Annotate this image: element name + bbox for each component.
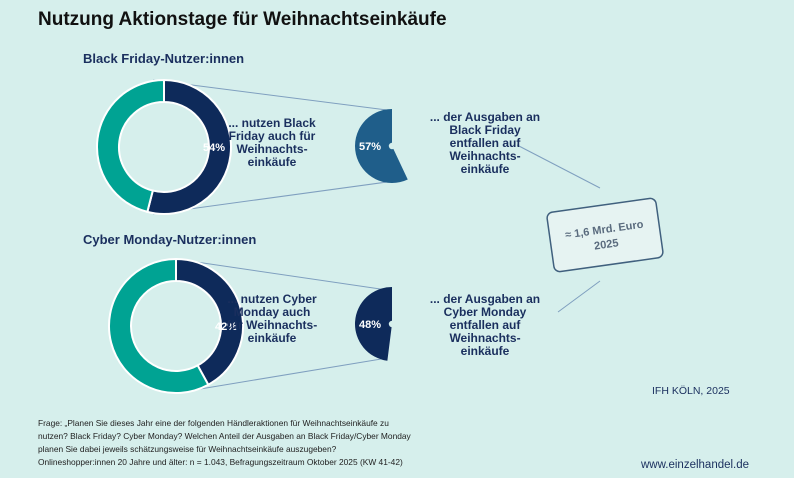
total-amount-text: 2025 (593, 237, 619, 252)
black-friday-heading: Black Friday-Nutzer:innen (83, 51, 245, 66)
footnote-line: nutzen? Black Friday? Cyber Monday? Welc… (38, 431, 411, 441)
share-pie-slice (354, 287, 392, 361)
donut-slice-other (96, 78, 165, 214)
donut-slice-other (108, 257, 210, 394)
source-label: IFH KÖLN, 2025 (652, 385, 730, 397)
donut-percentage-label: 42% (215, 321, 237, 333)
cyber-monday-share-text: ... der Ausgaben an Cyber Monday entfall… (429, 292, 541, 358)
black-friday-share-text: ... der Ausgaben an Black Friday entfall… (429, 110, 541, 176)
cyber-monday-heading: Cyber Monday-Nutzer:innen (83, 232, 257, 247)
share-pie-slice (355, 109, 408, 183)
connector-line (516, 144, 601, 189)
page-title: Nutzung Aktionstage für Weihnachtseinkäu… (38, 9, 447, 30)
share-percentage-label: 57% (359, 141, 381, 153)
donut-slice-user (146, 78, 232, 215)
connector-line (175, 258, 388, 291)
connector-line (175, 357, 388, 394)
total-box-frame (546, 197, 664, 273)
share-pie-notch (388, 320, 396, 328)
footnote-line: planen Sie dabei jeweils schätzungsweise… (38, 444, 337, 454)
cyber-monday-usage-text: ... nutzen Cyber Monday auch für Weihnac… (226, 292, 318, 345)
black-friday-usage-text: ... nutzen Black Friday auch für Weihnac… (228, 116, 316, 169)
footnote-line: Frage: „Planen Sie dieses Jahr eine der … (38, 418, 389, 428)
connector-line (152, 79, 388, 111)
footnote: Frage: „Planen Sie dieses Jahr eine der … (38, 417, 468, 469)
website-link[interactable]: www.einzelhandel.de (641, 459, 750, 471)
share-percentage-label: 48% (359, 319, 381, 331)
donut-percentage-label: 54% (203, 142, 225, 154)
footnote-line: Onlineshopper:innen 20 Jahre und älter: … (38, 457, 403, 467)
connector-line (557, 280, 601, 313)
share-pie-notch (388, 142, 396, 150)
